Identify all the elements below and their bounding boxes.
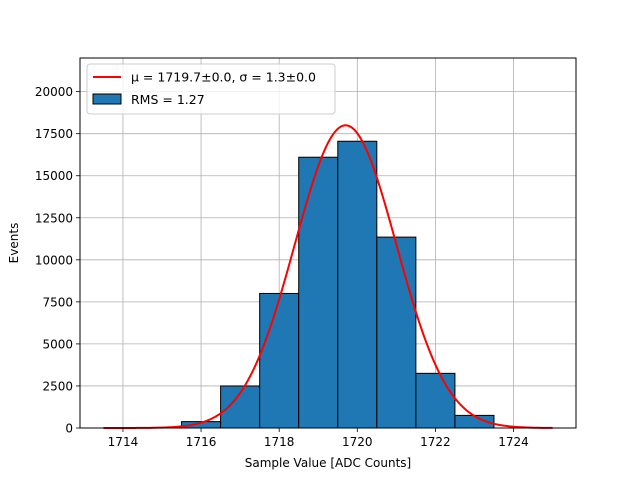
y-tick-label: 17500 <box>35 127 73 141</box>
y-tick-label: 7500 <box>42 295 73 309</box>
plot-frame <box>79 57 577 429</box>
legend-hist-swatch <box>92 93 122 105</box>
y-tick-label: 20000 <box>35 85 73 99</box>
x-tick-label: 1722 <box>420 435 451 449</box>
legend-hist-label: RMS = 1.27 <box>131 92 205 107</box>
x-tick-label: 1716 <box>186 435 217 449</box>
y-tick-label: 10000 <box>35 253 73 267</box>
histogram-bars <box>141 140 495 429</box>
y-tick-label: 0 <box>65 422 73 436</box>
x-tick-label: 1724 <box>498 435 529 449</box>
legend-box <box>86 63 336 115</box>
histogram-bar <box>298 156 339 429</box>
y-tick-label: 2500 <box>42 379 73 393</box>
x-tick-label: 1720 <box>342 435 373 449</box>
histogram-bar <box>415 372 456 429</box>
histogram-bar <box>259 292 300 429</box>
legend-fit-label: μ = 1719.7±0.0, σ = 1.3±0.0 <box>131 70 316 85</box>
y-tick-label: 5000 <box>42 337 73 351</box>
y-axis-ticks: 0 2500 5000 7500 10000 12500 15000 17500 20000 <box>35 85 80 436</box>
x-tick-label: 1718 <box>264 435 295 449</box>
x-tick-label: 1714 <box>108 435 139 449</box>
y-tick-label: 15000 <box>35 169 73 183</box>
y-axis-label: Events <box>7 223 21 264</box>
x-axis-label: Sample Value [ADC Counts] <box>245 456 411 470</box>
legend: μ = 1719.7±0.0, σ = 1.3±0.0 RMS = 1.27 <box>86 63 336 115</box>
y-tick-label: 12500 <box>35 211 73 225</box>
histogram-bar <box>337 140 378 429</box>
histogram-bar <box>376 236 417 429</box>
fit-curve <box>103 124 553 429</box>
x-axis-ticks: 1714 1716 1718 1720 1722 1724 <box>108 428 529 449</box>
